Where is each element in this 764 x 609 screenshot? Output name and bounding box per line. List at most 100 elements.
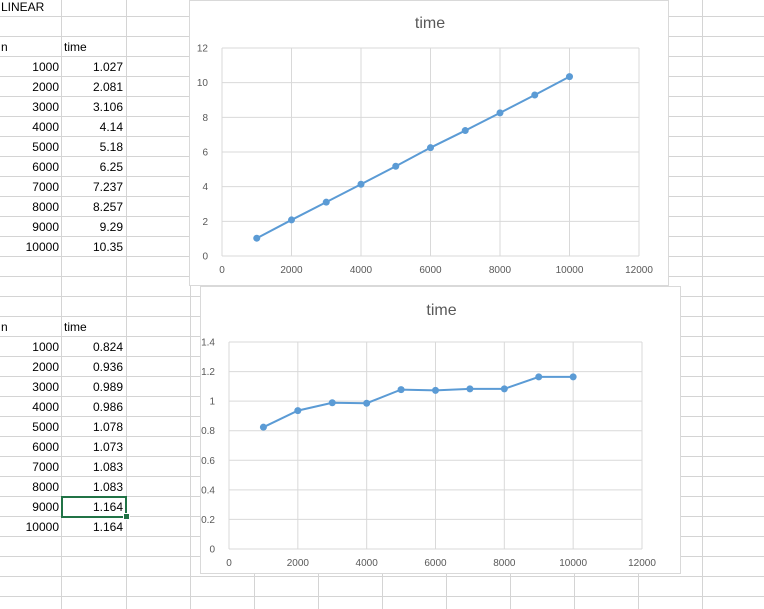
table1-time-cell[interactable]: 7.237 xyxy=(92,180,123,194)
x-tick-label: 6000 xyxy=(419,265,442,276)
table2-n-cell[interactable]: 5000 xyxy=(32,420,59,434)
table1-n-cell[interactable]: 6000 xyxy=(32,160,59,174)
fill-handle[interactable] xyxy=(123,513,130,520)
table2-n-cell[interactable]: 4000 xyxy=(32,400,59,414)
y-tick-label: 1.4 xyxy=(201,338,215,349)
y-tick-label: 12 xyxy=(197,44,209,55)
chart-time-linear[interactable]: time 0 2 4 6 8 10 12 0 2000 4000 6000 8000 10000 12000 xyxy=(189,0,669,286)
table2-time-cell[interactable]: 1.164 xyxy=(92,520,123,534)
table1-time-cell[interactable]: 8.257 xyxy=(92,200,123,214)
y-tick-label: 6 xyxy=(202,148,208,159)
table2-n-cell[interactable]: 8000 xyxy=(32,480,59,494)
table1-n-cell[interactable]: 8000 xyxy=(32,200,59,214)
table2-time-cell[interactable]: 1.073 xyxy=(92,440,123,454)
x-tick-label: 0 xyxy=(226,558,232,569)
table2-header-n[interactable]: n xyxy=(1,320,8,334)
chart-title: time xyxy=(426,302,456,319)
y-tick-label: 0.6 xyxy=(201,456,215,467)
table1-time-cell[interactable]: 4.14 xyxy=(99,120,123,134)
table2-time-cell[interactable]: 0.986 xyxy=(92,400,123,414)
data-point xyxy=(432,386,439,394)
y-tick-label: 1 xyxy=(209,397,215,408)
data-point xyxy=(531,91,539,99)
table1-time-cell[interactable]: 3.106 xyxy=(92,100,123,114)
data-point xyxy=(294,407,302,415)
series-line xyxy=(262,375,574,429)
table1-n-cell[interactable]: 7000 xyxy=(32,180,59,194)
data-point xyxy=(535,373,543,381)
data-point xyxy=(259,423,267,431)
table2-time-cell[interactable]: 1.078 xyxy=(92,420,123,434)
x-tick-label: 2000 xyxy=(287,558,310,569)
table2-n-cell[interactable]: 3000 xyxy=(32,380,59,394)
x-tick-label: 4000 xyxy=(356,558,379,569)
y-tick-label: 0 xyxy=(202,252,208,263)
table1-n-cell[interactable]: 2000 xyxy=(32,80,59,94)
table1-n-cell[interactable]: 1000 xyxy=(32,60,59,74)
x-tick-label: 10000 xyxy=(559,558,587,569)
data-point xyxy=(253,234,261,242)
data-point xyxy=(397,386,405,394)
data-point xyxy=(496,109,504,117)
y-tick-label: 1.2 xyxy=(201,367,215,378)
x-tick-label: 0 xyxy=(219,265,225,276)
table2-time-cell[interactable]: 0.989 xyxy=(92,380,123,394)
table2-n-cell[interactable]: 1000 xyxy=(32,340,59,354)
table1-time-cell[interactable]: 5.18 xyxy=(99,140,123,154)
table1-time-cell[interactable]: 9.29 xyxy=(99,220,123,234)
y-tick-label: 8 xyxy=(202,113,208,124)
table1-n-cell[interactable]: 9000 xyxy=(32,220,59,234)
table1-n-cell[interactable]: 4000 xyxy=(32,120,59,134)
table1-n-cell[interactable]: 3000 xyxy=(32,100,59,114)
data-point xyxy=(288,216,295,224)
table1-time-cell[interactable]: 10.35 xyxy=(92,240,123,254)
table1-time-cell[interactable]: 6.25 xyxy=(99,160,123,174)
table2-time-cell[interactable]: 1.164 xyxy=(92,500,123,514)
table2-n-cell[interactable]: 10000 xyxy=(25,520,59,534)
data-point xyxy=(466,385,474,393)
table2-header-time[interactable]: time xyxy=(64,320,87,334)
x-tick-label: 10000 xyxy=(556,265,584,276)
data-point xyxy=(328,399,336,407)
selected-cell[interactable] xyxy=(61,496,127,518)
chart-title: time xyxy=(415,15,445,32)
table1-time-cell[interactable]: 1.027 xyxy=(92,60,123,74)
y-tick-label: 4 xyxy=(202,182,208,193)
x-tick-label: 12000 xyxy=(625,265,653,276)
y-tick-label: 10 xyxy=(197,78,209,89)
data-point xyxy=(357,180,365,188)
chart-time-second[interactable]: time 0 0.2 0.4 0.6 0.8 1 1.2 1.4 0 2000 4000 6000 800… xyxy=(200,286,681,574)
y-tick-label: 0.2 xyxy=(201,515,215,526)
y-tick-label: 0.4 xyxy=(201,485,215,496)
data-point xyxy=(392,162,400,170)
table2-n-cell[interactable]: 6000 xyxy=(32,440,59,454)
y-tick-label: 0 xyxy=(209,545,215,556)
table2-time-cell[interactable]: 0.936 xyxy=(92,360,123,374)
table1-n-cell[interactable]: 10000 xyxy=(25,240,59,254)
x-tick-label: 8000 xyxy=(489,265,512,276)
table1-time-cell[interactable]: 2.081 xyxy=(92,80,123,94)
x-tick-label: 8000 xyxy=(493,558,516,569)
table2-n-cell[interactable]: 9000 xyxy=(32,500,59,514)
data-point xyxy=(427,144,434,152)
y-tick-label: 2 xyxy=(202,217,208,228)
table1-n-cell[interactable]: 5000 xyxy=(32,140,59,154)
series-line xyxy=(256,75,570,240)
data-point xyxy=(566,73,573,81)
table1-header-n[interactable]: n xyxy=(1,40,8,54)
table2-n-cell[interactable]: 7000 xyxy=(32,460,59,474)
x-tick-label: 4000 xyxy=(350,265,373,276)
data-point xyxy=(322,198,330,206)
x-tick-label: 6000 xyxy=(424,558,447,569)
table2-n-cell[interactable]: 2000 xyxy=(32,360,59,374)
data-point xyxy=(569,373,577,381)
table2-time-cell[interactable]: 0.824 xyxy=(92,340,123,354)
table2-time-cell[interactable]: 1.083 xyxy=(92,480,123,494)
cell-title[interactable]: LINEAR xyxy=(1,0,45,14)
table2-time-cell[interactable]: 1.083 xyxy=(92,460,123,474)
table1-header-time[interactable]: time xyxy=(64,40,87,54)
x-tick-label: 12000 xyxy=(628,558,656,569)
data-point xyxy=(461,127,469,135)
data-point xyxy=(363,399,371,407)
y-tick-label: 0.8 xyxy=(201,426,215,437)
